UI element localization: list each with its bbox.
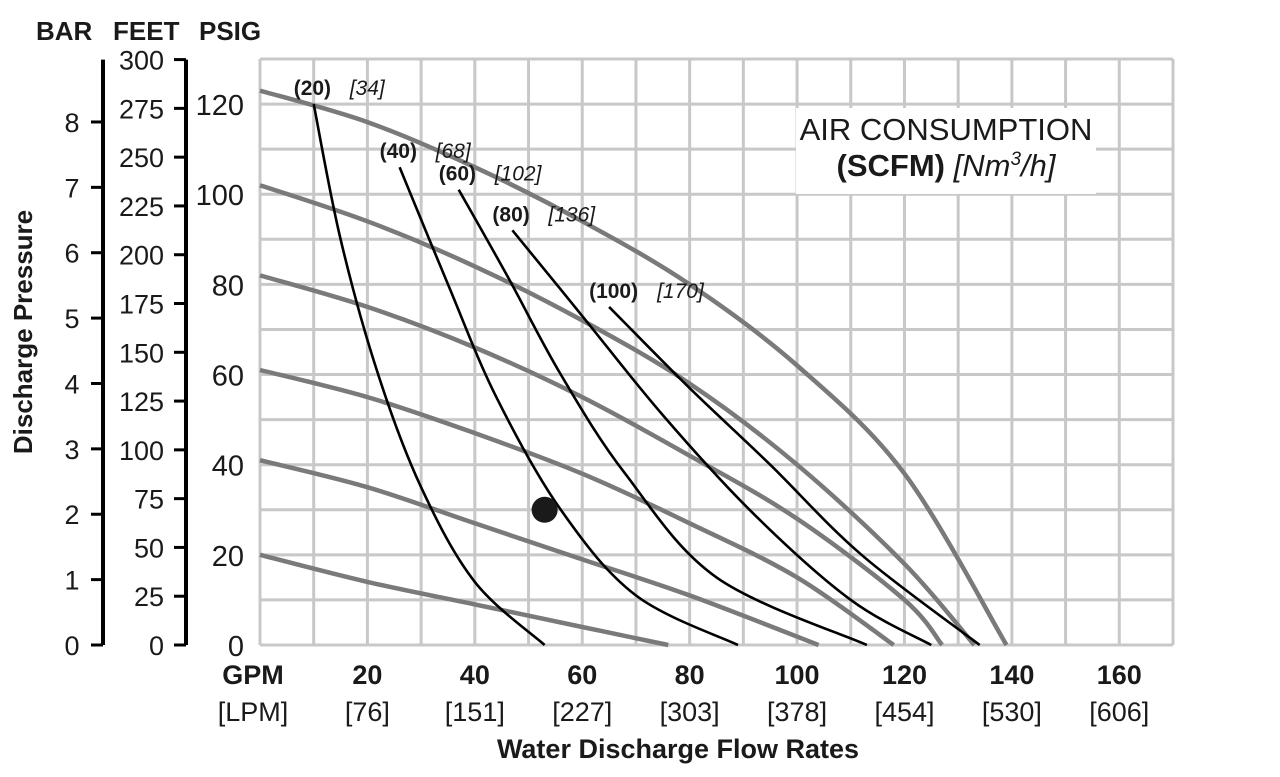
y-unit-bar: BAR bbox=[36, 16, 93, 46]
psig-tick-label: 20 bbox=[212, 541, 244, 573]
title-scfm: (SCFM) bbox=[837, 148, 945, 183]
tick-labels: 0204060801001200255075100125150175200225… bbox=[64, 46, 1149, 727]
bar-tick-label: 5 bbox=[64, 304, 79, 334]
inlet-pressure-curve bbox=[259, 552, 669, 648]
curve-label-scfm: (100) bbox=[589, 280, 638, 303]
feet-tick-label: 50 bbox=[134, 533, 164, 563]
x-tick-label-gpm: 60 bbox=[567, 660, 597, 690]
title-nm-prefix: [Nm bbox=[953, 148, 1011, 183]
bar-tick-label: 4 bbox=[64, 369, 79, 399]
feet-tick-label: 225 bbox=[119, 192, 164, 222]
curve-label-nm3h: [34] bbox=[349, 77, 386, 100]
title-superscript: 3 bbox=[1010, 149, 1021, 170]
air-consumption-curve bbox=[398, 166, 739, 647]
air-consumption-curve bbox=[608, 305, 981, 647]
y-unit-psig: PSIG bbox=[199, 16, 261, 46]
feet-tick-label: 175 bbox=[119, 290, 164, 320]
curve-label-scfm: (20) bbox=[294, 77, 331, 100]
title-space bbox=[945, 148, 954, 183]
inlet-pressure-curve bbox=[259, 88, 1009, 647]
y-unit-feet: FEET bbox=[113, 16, 180, 46]
x-tick-label-gpm: 40 bbox=[460, 660, 490, 690]
bar-tick-label: 6 bbox=[64, 239, 79, 269]
x-tick-label-gpm: 120 bbox=[882, 660, 927, 690]
air-consumption-curve bbox=[457, 189, 868, 647]
air-consumption-curve bbox=[312, 103, 546, 646]
inlet-pressure-curve bbox=[259, 183, 977, 647]
chart-title-line1: AIR CONSUMPTION bbox=[800, 112, 1093, 147]
bar-tick-label: 1 bbox=[64, 566, 79, 596]
feet-tick-label: 75 bbox=[134, 485, 164, 515]
x-tick-label-gpm: 100 bbox=[775, 660, 820, 690]
y-axis-title: Discharge Pressure bbox=[8, 210, 38, 454]
feet-tick-label: 125 bbox=[119, 387, 164, 417]
x-tick-label-lpm: [378] bbox=[767, 697, 827, 727]
x-tick-label-gpm: 20 bbox=[352, 660, 382, 690]
curve-label-scfm: (40) bbox=[380, 140, 417, 163]
air-consumption-curve bbox=[511, 229, 932, 647]
bar-tick-label: 3 bbox=[64, 435, 79, 465]
psig-tick-label: 40 bbox=[212, 451, 244, 483]
x-tick-label-lpm: [76] bbox=[345, 697, 390, 727]
bar-tick-label: 7 bbox=[64, 173, 79, 203]
feet-tick-label: 100 bbox=[119, 436, 164, 466]
psig-tick-label: 80 bbox=[212, 270, 244, 302]
x-unit-lpm: [LPM] bbox=[218, 697, 289, 727]
title-nm-suffix: /h] bbox=[1019, 148, 1057, 183]
x-tick-label-lpm: [606] bbox=[1089, 697, 1149, 727]
bar-tick-label: 0 bbox=[64, 631, 79, 661]
air-inlet-pressure-curves bbox=[259, 88, 1009, 648]
curve-label-nm3h: [68] bbox=[435, 140, 472, 163]
psig-tick-label: 120 bbox=[196, 90, 244, 122]
feet-tick-label: 275 bbox=[119, 94, 164, 124]
operating-point-marker bbox=[531, 496, 558, 523]
inlet-pressure-curve bbox=[259, 273, 944, 647]
curve-label-scfm: (80) bbox=[492, 203, 529, 226]
x-tick-label-lpm: [227] bbox=[552, 697, 612, 727]
air-consumption-curves: (20) [34] (40) [68](60) [102] (80) [136] (100) [… bbox=[294, 77, 981, 647]
curve-label-scfm: (60) bbox=[439, 163, 476, 186]
psig-tick-label: 100 bbox=[196, 180, 244, 212]
psig-tick-label: 0 bbox=[228, 631, 244, 663]
feet-tick-label: 150 bbox=[119, 338, 164, 368]
bar-tick-label: 2 bbox=[64, 500, 79, 530]
x-tick-label-lpm: [454] bbox=[874, 697, 934, 727]
curve-label-nm3h: [170] bbox=[656, 280, 705, 303]
psig-tick-label: 60 bbox=[212, 361, 244, 393]
marker-layer bbox=[531, 496, 558, 523]
x-tick-label-gpm: 160 bbox=[1097, 660, 1142, 690]
x-tick-label-lpm: [530] bbox=[982, 697, 1042, 727]
x-tick-label-gpm: 140 bbox=[989, 660, 1034, 690]
chart-title-line2: (SCFM) [Nm3/h] bbox=[837, 148, 1057, 183]
title-backdrop bbox=[796, 108, 1096, 194]
feet-tick-label: 250 bbox=[119, 143, 164, 173]
x-tick-label-lpm: [303] bbox=[660, 697, 720, 727]
x-axis-title: Water Discharge Flow Rates bbox=[497, 734, 859, 764]
inlet-pressure-curve bbox=[259, 458, 820, 648]
x-tick-label-lpm: [151] bbox=[445, 697, 505, 727]
x-unit-gpm: GPM bbox=[222, 660, 284, 690]
feet-tick-label: 0 bbox=[149, 631, 164, 661]
feet-tick-label: 25 bbox=[134, 582, 164, 612]
x-tick-label-gpm: 80 bbox=[675, 660, 705, 690]
curve-label-nm3h: [136] bbox=[547, 203, 596, 226]
bar-tick-label: 8 bbox=[64, 108, 79, 138]
y-axes bbox=[91, 58, 188, 647]
inlet-pressure-curve bbox=[259, 367, 895, 647]
feet-tick-label: 200 bbox=[119, 241, 164, 271]
feet-tick-label: 300 bbox=[119, 46, 164, 76]
curve-label-nm3h: [102] bbox=[494, 163, 543, 186]
